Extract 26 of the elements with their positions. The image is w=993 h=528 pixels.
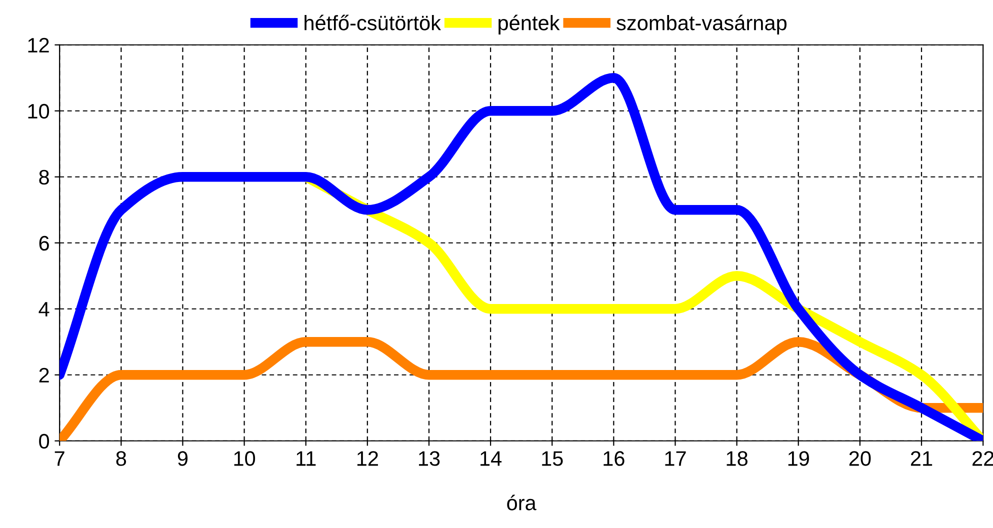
x-tick-label: 16 [604, 451, 624, 466]
y-tick-label: 2 [39, 368, 49, 382]
x-tick-label: 13 [418, 451, 440, 466]
y-tick-label: 10 [28, 104, 50, 119]
y-tick-label: 6 [39, 236, 49, 251]
x-tick-label: 18 [726, 451, 748, 466]
x-tick-label: 14 [480, 451, 502, 466]
y-tick-label: 12 [28, 38, 49, 52]
legend-label: péntek [498, 14, 560, 34]
x-tick-label: 7 [54, 451, 64, 466]
x-tick-label: 8 [116, 451, 126, 466]
x-tick-label: 17 [665, 451, 686, 466]
x-tick-label: 19 [788, 451, 809, 466]
x-tick-label: 9 [178, 451, 188, 466]
x-tick-label: 11 [296, 451, 316, 466]
x-tick-label: 21 [910, 451, 932, 466]
x-tick-label: 10 [234, 451, 256, 466]
x-tick-label: 12 [357, 451, 378, 466]
legend-label: hétfő-csütörtök [304, 14, 442, 30]
x-tick-label: 20 [849, 451, 871, 466]
x-axis-title: óra [507, 494, 536, 510]
x-tick-label: 15 [542, 451, 563, 466]
y-tick-label: 4 [38, 302, 50, 316]
y-tick-label: 8 [39, 170, 49, 185]
y-tick-label: 0 [39, 434, 50, 449]
legend-label: szombat-vasárnap [616, 14, 787, 34]
